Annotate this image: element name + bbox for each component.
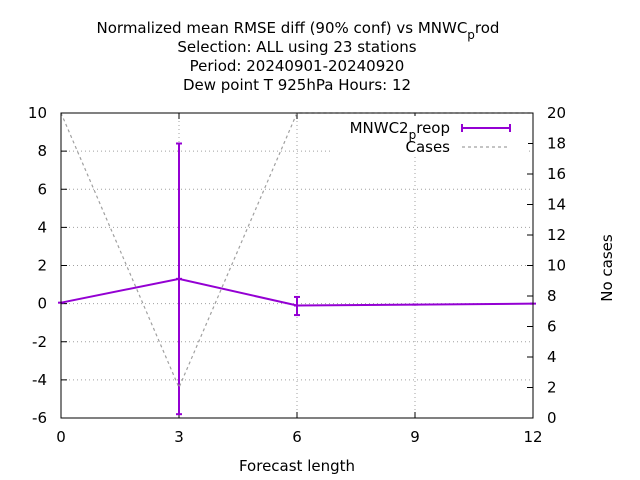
- legend-label-0-main: MNWC2: [350, 119, 409, 137]
- x-tick-label: 3: [174, 428, 184, 446]
- y2-tick-label: 16: [547, 165, 566, 183]
- y2-axis-label: No cases: [598, 234, 616, 302]
- chart-title-line1: Normalized mean RMSE diff (90% conf) vs …: [97, 19, 500, 42]
- y2-tick-label: 20: [547, 104, 566, 122]
- legend-label-cases: Cases: [405, 138, 450, 156]
- legend: MNWC2preop Cases: [332, 116, 528, 156]
- y2-tick-label: 6: [547, 318, 557, 336]
- plot-frame: [60, 112, 534, 419]
- legend-label-0-sub: p: [409, 128, 417, 142]
- y-tick-label: 6: [37, 180, 47, 198]
- x-tick-label: 6: [292, 428, 302, 446]
- chart-title-line1-tail: rod: [475, 19, 500, 37]
- y2-tick-label: 18: [547, 135, 566, 153]
- chart-title-line4: Dew point T 925hPa Hours: 12: [183, 76, 411, 94]
- y2-tick-label: 0: [547, 409, 557, 427]
- y-tick-label: 0: [37, 295, 47, 313]
- x-tick-label: 0: [56, 428, 66, 446]
- series-line-cases: [60, 112, 533, 390]
- x-axis-label: Forecast length: [239, 457, 355, 475]
- y-tick-label: 10: [28, 104, 47, 122]
- y2-tick-label: 14: [547, 196, 566, 214]
- grid: [61, 113, 533, 418]
- y2-tick-label: 10: [547, 257, 566, 275]
- legend-label-mnwc2preop: MNWC2preop: [350, 119, 450, 142]
- y2-tick-label: 12: [547, 226, 566, 244]
- ticks: 0 3 6 9 12 -6 -4 -2 0 2 4 6 8 10 0 2 4 6 8 10 12 14 16 18 20: [28, 104, 566, 446]
- y2-tick-label: 2: [547, 379, 557, 397]
- y-tick-label: -4: [32, 371, 47, 389]
- y2-tick-label: 4: [547, 348, 557, 366]
- y2-tick-label: 8: [547, 287, 557, 305]
- chart-title-line2: Selection: ALL using 23 stations: [177, 38, 416, 56]
- series-layer: [58, 112, 536, 416]
- x-tick-label: 12: [523, 428, 542, 446]
- chart-title-line1-main: Normalized mean RMSE diff (90% conf) vs …: [97, 19, 468, 37]
- y-tick-label: 8: [37, 142, 47, 160]
- y-tick-label: 2: [37, 257, 47, 275]
- y-tick-label: -6: [32, 409, 47, 427]
- x-tick-label: 9: [410, 428, 420, 446]
- chart-title-line3: Period: 20240901-20240920: [190, 57, 405, 75]
- legend-label-0-tail: reop: [416, 119, 450, 137]
- chart-title-line1-sub: p: [467, 28, 475, 42]
- legend-background: [332, 116, 528, 156]
- y-tick-label: -2: [32, 333, 47, 351]
- y-tick-label: 4: [37, 218, 47, 236]
